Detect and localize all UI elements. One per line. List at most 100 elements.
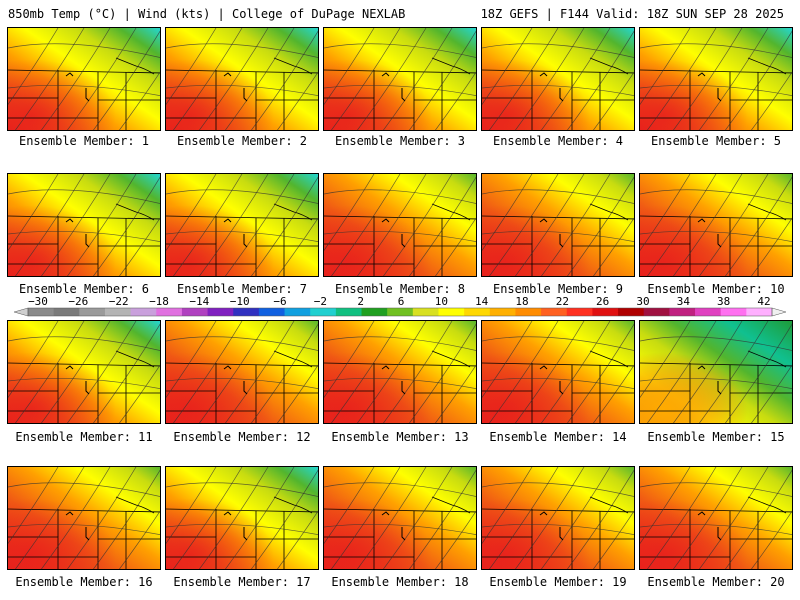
colorbar-segment (104, 308, 132, 316)
ensemble-member-label: Ensemble Member: 2 (176, 134, 308, 148)
colorbar-segment (156, 308, 183, 316)
ensemble-member-label: Ensemble Member: 11 (15, 430, 153, 444)
ensemble-member-label: Ensemble Member: 20 (647, 575, 785, 589)
colorbar-tick-label: 34 (677, 295, 691, 308)
temperature-field-map (482, 28, 634, 130)
ensemble-member-map-7[interactable] (165, 173, 319, 277)
colorbar-tick-label: 14 (475, 295, 489, 308)
colorbar-tick-label: 10 (435, 295, 448, 308)
ensemble-member-map-4[interactable] (481, 27, 635, 131)
ensemble-member-label: Ensemble Member: 9 (492, 282, 624, 296)
temperature-field-map (324, 467, 476, 569)
ensemble-member-label: Ensemble Member: 10 (647, 282, 785, 296)
colorbar-segment (233, 308, 260, 316)
ensemble-member-map-20[interactable] (639, 466, 793, 570)
ensemble-member-map-18[interactable] (323, 466, 477, 570)
colorbar-tick-label: 6 (398, 295, 405, 308)
ensemble-member-map-14[interactable] (481, 320, 635, 424)
ensemble-member-label: Ensemble Member: 16 (15, 575, 153, 589)
ensemble-member-map-2[interactable] (165, 27, 319, 131)
colorbar-segment (746, 308, 773, 316)
temperature-field-map (166, 28, 318, 130)
ensemble-member-label: Ensemble Member: 7 (176, 282, 308, 296)
ensemble-member-map-12[interactable] (165, 320, 319, 424)
colorbar-segment (207, 308, 234, 316)
colorbar-tick-label: −10 (230, 295, 250, 308)
ensemble-member-map-3[interactable] (323, 27, 477, 131)
colorbar-segment (310, 308, 337, 316)
ensemble-member-map-5[interactable] (639, 27, 793, 131)
temperature-field-map (324, 321, 476, 423)
ensemble-member-label: Ensemble Member: 6 (18, 282, 150, 296)
colorbar-tick-label: −14 (189, 295, 209, 308)
ensemble-member-map-17[interactable] (165, 466, 319, 570)
colorbar-tick-label: 2 (357, 295, 364, 308)
temperature-field-map (640, 28, 792, 130)
colorbar-tick-label: 38 (717, 295, 730, 308)
temperature-field-map (166, 174, 318, 276)
colorbar-segment (130, 308, 157, 316)
ensemble-member-map-19[interactable] (481, 466, 635, 570)
temperature-field-map (8, 28, 160, 130)
temperature-field-map (166, 467, 318, 569)
ensemble-member-label: Ensemble Member: 15 (647, 430, 785, 444)
temperature-field-map (640, 174, 792, 276)
colorbar-segment (618, 308, 645, 316)
colorbar-segment (28, 308, 55, 316)
ensemble-member-label: Ensemble Member: 5 (650, 134, 782, 148)
colorbar-tick-label: −22 (109, 295, 129, 308)
colorbar-segment (669, 308, 696, 316)
colorbar-low-arrow (13, 307, 29, 317)
temperature-field-map (8, 467, 160, 569)
colorbar-segment (438, 308, 465, 316)
colorbar-segment (541, 308, 568, 316)
colorbar-tick-label: −6 (273, 295, 286, 308)
temperature-field-map (8, 174, 160, 276)
ensemble-member-label: Ensemble Member: 12 (173, 430, 311, 444)
colorbar-tick-label: 18 (515, 295, 528, 308)
ensemble-member-label: Ensemble Member: 3 (334, 134, 466, 148)
ensemble-member-label: Ensemble Member: 13 (331, 430, 469, 444)
run-valid-time: 18Z GEFS | F144 Valid: 18Z SUN SEP 28 20… (480, 7, 784, 21)
colorbar-high-arrow (771, 307, 787, 317)
ensemble-member-label: Ensemble Member: 19 (489, 575, 627, 589)
ensemble-member-label: Ensemble Member: 1 (18, 134, 150, 148)
ensemble-member-map-8[interactable] (323, 173, 477, 277)
colorbar-segment (258, 308, 286, 316)
ensemble-member-map-13[interactable] (323, 320, 477, 424)
colorbar-segment (720, 308, 747, 316)
colorbar-segment (181, 308, 209, 316)
colorbar-segment (464, 308, 491, 316)
colorbar-segment (489, 308, 516, 316)
colorbar-segment (79, 308, 106, 316)
ensemble-member-label: Ensemble Member: 8 (334, 282, 466, 296)
ensemble-member-map-9[interactable] (481, 173, 635, 277)
ensemble-member-map-6[interactable] (7, 173, 161, 277)
colorbar-segment (335, 308, 363, 316)
colorbar-segment (284, 308, 311, 316)
ensemble-member-label: Ensemble Member: 17 (173, 575, 311, 589)
colorbar-segment (695, 308, 722, 316)
ensemble-member-map-11[interactable] (7, 320, 161, 424)
colorbar-segment (412, 308, 439, 316)
colorbar-segment (566, 308, 593, 316)
colorbar-segment (387, 308, 414, 316)
ensemble-member-map-16[interactable] (7, 466, 161, 570)
temperature-field-map (640, 321, 792, 423)
colorbar-tick-label: 22 (556, 295, 569, 308)
colorbar-tick-label: −18 (149, 295, 169, 308)
colorbar-tick-label: −30 (28, 295, 48, 308)
ensemble-member-label: Ensemble Member: 18 (331, 575, 469, 589)
temperature-field-map (640, 467, 792, 569)
colorbar-segment (643, 308, 670, 316)
colorbar-segment (53, 308, 80, 316)
ensemble-member-map-10[interactable] (639, 173, 793, 277)
colorbar-tick-label: 26 (596, 295, 609, 308)
temperature-field-map (482, 321, 634, 423)
colorbar-segment (361, 308, 388, 316)
colorbar-segment (515, 308, 542, 316)
colorbar-tick-label: 42 (757, 295, 770, 308)
ensemble-member-map-1[interactable] (7, 27, 161, 131)
temperature-field-map (324, 174, 476, 276)
ensemble-member-map-15[interactable] (639, 320, 793, 424)
